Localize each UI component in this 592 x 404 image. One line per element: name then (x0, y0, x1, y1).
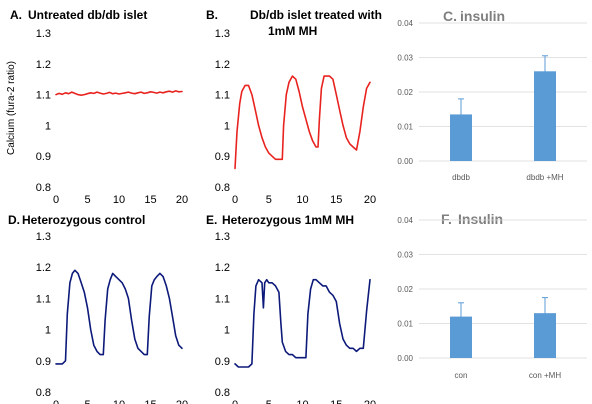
y-tick-label: 1.3 (36, 28, 51, 40)
y-tick-label: 0.00 (397, 157, 413, 166)
panel-letter: F. (441, 211, 452, 227)
x-tick-label: 20 (364, 399, 376, 404)
y-tick-label: 0.8 (36, 387, 51, 399)
panel-letter: D. (8, 213, 20, 227)
y-tick-label: 0.01 (397, 320, 413, 329)
chart-title: Insulin (458, 211, 503, 227)
y-tick-label: 1 (224, 120, 230, 132)
x-tick-label: 15 (144, 399, 156, 404)
panel-letter: A. (10, 8, 22, 22)
x-tick-label: 5 (84, 399, 90, 404)
category-label: con (455, 371, 468, 380)
category-label: dbdb (452, 173, 470, 182)
x-tick-label: 10 (113, 194, 125, 206)
x-tick-label: 15 (330, 399, 342, 404)
bar (450, 114, 472, 161)
y-tick-label: 1.2 (36, 59, 51, 71)
y-tick-label: 0.02 (397, 88, 413, 97)
x-tick-label: 10 (296, 194, 308, 206)
y-tick-label: 1 (224, 325, 230, 337)
y-tick-label: 1 (45, 120, 51, 132)
y-tick-label: 0.8 (215, 182, 230, 194)
y-tick-label: 0.9 (36, 356, 51, 368)
category-label: dbdb +MH (526, 173, 563, 182)
y-tick-label: 0.8 (36, 182, 51, 194)
bar (450, 316, 472, 358)
series-line (55, 90, 183, 96)
chart-title: Heterozygous control (22, 213, 145, 227)
x-tick-label: 20 (176, 399, 188, 404)
chart-title-line-1: Db/db islet treated with (250, 8, 382, 22)
x-tick-label: 15 (330, 194, 342, 206)
y-tick-label: 1.2 (36, 262, 51, 274)
category-label: con +MH (529, 371, 561, 380)
y-tick-label: 1.3 (36, 231, 51, 243)
y-tick-label: 0.03 (397, 54, 413, 63)
y-tick-label: 0.01 (397, 123, 413, 132)
x-tick-label: 0 (53, 399, 59, 404)
series-line (55, 269, 183, 365)
panel-letter: C. (443, 8, 457, 24)
y-tick-label: 1.3 (215, 231, 230, 243)
y-tick-label: 1.1 (215, 90, 230, 102)
chart-title: Heterozygous 1mM MH (222, 213, 354, 227)
y-tick-label: 1 (45, 325, 51, 337)
x-tick-label: 5 (84, 194, 90, 206)
x-tick-label: 0 (232, 194, 238, 206)
y-tick-label: 0.00 (397, 354, 413, 363)
y-tick-label: 1.1 (36, 293, 51, 305)
x-tick-label: 5 (266, 194, 272, 206)
panel-letter: E. (206, 213, 217, 227)
y-tick-label: 0.03 (397, 251, 413, 260)
y-tick-label: 0.9 (36, 151, 51, 163)
y-tick-label: 1.1 (36, 90, 51, 102)
chart-title: insulin (460, 8, 505, 24)
y-tick-label: 1.2 (215, 59, 230, 71)
x-tick-label: 20 (176, 194, 188, 206)
y-tick-label: 0.8 (215, 387, 230, 399)
y-tick-label: 0.04 (397, 19, 413, 28)
bar (534, 313, 556, 358)
y-tick-label: 1.1 (215, 293, 230, 305)
y-axis-label: Calcium (fura-2 ratio) (6, 61, 17, 155)
panel-letter: B. (206, 8, 218, 22)
x-tick-label: 15 (144, 194, 156, 206)
chart-title: Untreated db/db islet (28, 8, 147, 22)
series-line (234, 278, 371, 368)
x-tick-label: 0 (53, 194, 59, 206)
bar (534, 71, 556, 161)
y-tick-label: 1.3 (215, 28, 230, 40)
x-tick-label: 10 (113, 399, 125, 404)
y-tick-label: 0.04 (397, 216, 413, 225)
x-tick-label: 5 (266, 399, 272, 404)
chart-title-line-2: 1mM MH (268, 24, 317, 38)
x-tick-label: 10 (296, 399, 308, 404)
y-tick-label: 0.02 (397, 285, 413, 294)
series-line (234, 75, 371, 170)
y-tick-label: 0.9 (215, 356, 230, 368)
y-tick-label: 0.9 (215, 151, 230, 163)
x-tick-label: 0 (232, 399, 238, 404)
y-tick-label: 1.2 (215, 262, 230, 274)
x-tick-label: 20 (364, 194, 376, 206)
